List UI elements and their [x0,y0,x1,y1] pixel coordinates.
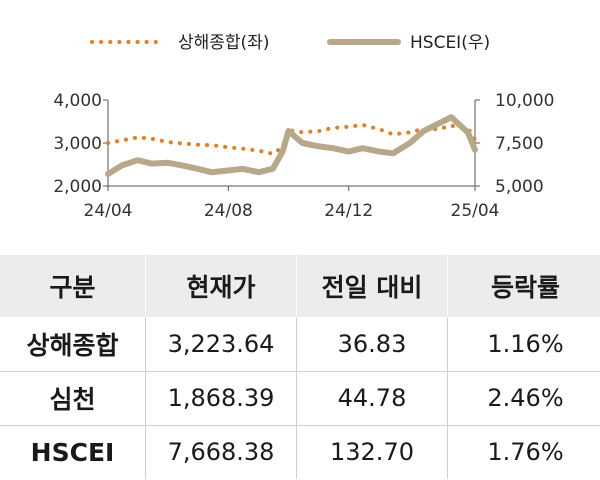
row-change-rate: 1.16% [487,329,564,358]
chart-svg: 4,000 3,000 2,000 10,000 7,500 5,000 24/04 24/0… [53,33,554,221]
row-change: 44.78 [296,371,448,425]
row-name: 심천 [0,371,146,425]
x-tick-label: 24/04 [84,201,133,221]
series-line-hscei [105,114,478,177]
legend-label-shanghai: 상해종합(좌) [178,33,269,53]
x-tick-label: 24/12 [324,201,373,221]
row-change: 132.70 [296,425,448,479]
row-name: HSCEI [0,425,146,479]
quote-table: 구분 현재가 전일 대비 등락률 상해종합 3,223.64 36.83 1.1… [0,255,600,479]
table-row: 심천 1,868.39 44.78 2.46% [0,371,600,425]
series-line-shanghai [106,122,477,156]
y-right-tick-label: 10,000 [495,91,554,111]
y-left-tick-label: 2,000 [53,177,102,197]
y-right-tick-label: 5,000 [495,177,544,197]
row-name: 상해종합 [0,317,146,371]
row-change-rate: 1.76% [487,438,564,467]
header-category: 구분 [0,255,146,317]
y-left-tick-label: 4,000 [53,91,102,111]
index-table: 구분 현재가 전일 대비 등락률 상해종합 3,223.64 36.83 1.1… [0,255,600,480]
row-change: 36.83 [296,317,448,371]
y-right-tick-label: 7,500 [495,134,544,154]
table-row: HSCEI 7,668.38 132.70 1.76% [0,425,600,479]
header-change: 전일 대비 [296,255,448,317]
row-current-price: 3,223.64 [145,317,297,371]
row-current-price: 7,668.38 [145,425,297,479]
legend-label-hscei: HSCEI(우) [410,33,490,53]
header-change-rate: 등락률 [490,273,560,302]
table-row: 상해종합 3,223.64 36.83 1.16% [0,317,600,371]
row-change-rate: 2.46% [487,384,564,412]
index-chart: 4,000 3,000 2,000 10,000 7,500 5,000 24/04 24/0… [53,33,554,221]
y-left-tick-label: 3,000 [53,134,102,154]
row-current-price: 1,868.39 [145,371,297,425]
table-header-row: 구분 현재가 전일 대비 등락률 [0,255,600,317]
x-tick-label: 25/04 [451,201,500,221]
x-tick-label: 24/08 [204,201,253,221]
header-current-price: 현재가 [145,255,297,317]
